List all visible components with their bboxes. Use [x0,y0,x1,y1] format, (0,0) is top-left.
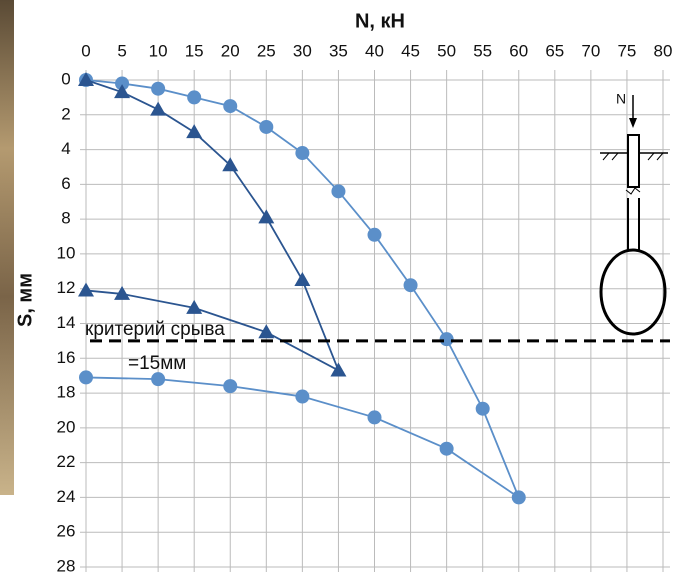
triangle-marker [294,272,311,287]
y-axis-title: S, мм [14,273,36,327]
x-tick-label: 15 [185,41,204,60]
y-tick-label: 20 [57,417,76,436]
circle-marker [115,76,130,91]
x-axis-title: N, кН [355,10,405,32]
x-tick-label: 0 [81,41,90,60]
triangle-marker [78,72,94,86]
triangle-marker [186,124,203,139]
triangle-marker [222,157,239,172]
x-tick-label: 30 [293,41,312,60]
triangle-marker [186,299,203,314]
y-tick-label: 24 [57,487,76,506]
series-line [85,79,341,373]
x-tick-label: 80 [654,41,673,60]
y-tick-label: 12 [57,278,76,297]
x-tick-label: 10 [149,41,168,60]
triangle-marker [258,209,275,224]
y-tick-label: 18 [57,383,76,402]
circle-marker [151,372,166,387]
circle-marker [439,441,454,456]
annotation: =15мм [128,353,186,374]
x-tick-label: 40 [365,41,384,60]
y-tick-label: 0 [61,69,70,88]
annotation: критерий срыва [85,319,225,340]
photo-edge [0,0,14,495]
y-tick-label: 26 [57,522,76,541]
circle-marker [187,90,202,105]
x-tick-label: 50 [437,41,456,60]
y-tick-label: 6 [61,174,70,193]
circle-marker [367,227,382,242]
circle-marker [151,81,166,96]
x-tick-label: 20 [221,41,240,60]
x-tick-label: 65 [545,41,564,60]
circle-marker [295,389,310,404]
circle-marker [511,490,526,505]
circle-marker [439,332,454,347]
y-tick-label: 10 [57,243,76,262]
y-tick-label: 2 [61,104,70,123]
y-tick-label: 8 [61,209,70,228]
triangle-marker [258,324,275,339]
series [78,72,526,505]
x-tick-label: 60 [509,41,528,60]
circle-marker [223,99,238,114]
x-tick-label: 70 [581,41,600,60]
circle-marker [475,401,490,416]
triangle-marker [330,362,347,377]
x-tick-label: 55 [473,41,492,60]
triangle-marker [78,282,94,297]
y-tick-label: 22 [57,452,76,471]
triangle-marker [150,101,167,116]
triangle-marker [114,285,131,300]
x-tick-label: 5 [117,41,126,60]
x-tick-label: 25 [257,41,276,60]
x-tick-label: 75 [617,41,636,60]
y-tick-label: 14 [57,313,76,332]
circle-marker [223,379,238,394]
y-tick-label: 28 [57,556,76,575]
circle-marker [259,119,274,134]
pile-diagram [599,95,668,336]
circle-marker [331,184,346,199]
diagram-label: N [616,91,626,107]
circle-marker [79,370,93,385]
x-tick-label: 35 [329,41,348,60]
y-tick-label: 16 [57,348,76,367]
triangle-marker [114,84,131,99]
grid [80,70,670,572]
circle-marker [403,278,418,293]
x-tick-label: 45 [401,41,420,60]
circle-marker [367,410,382,425]
y-tick-label: 4 [61,139,70,158]
circle-marker [295,146,310,161]
